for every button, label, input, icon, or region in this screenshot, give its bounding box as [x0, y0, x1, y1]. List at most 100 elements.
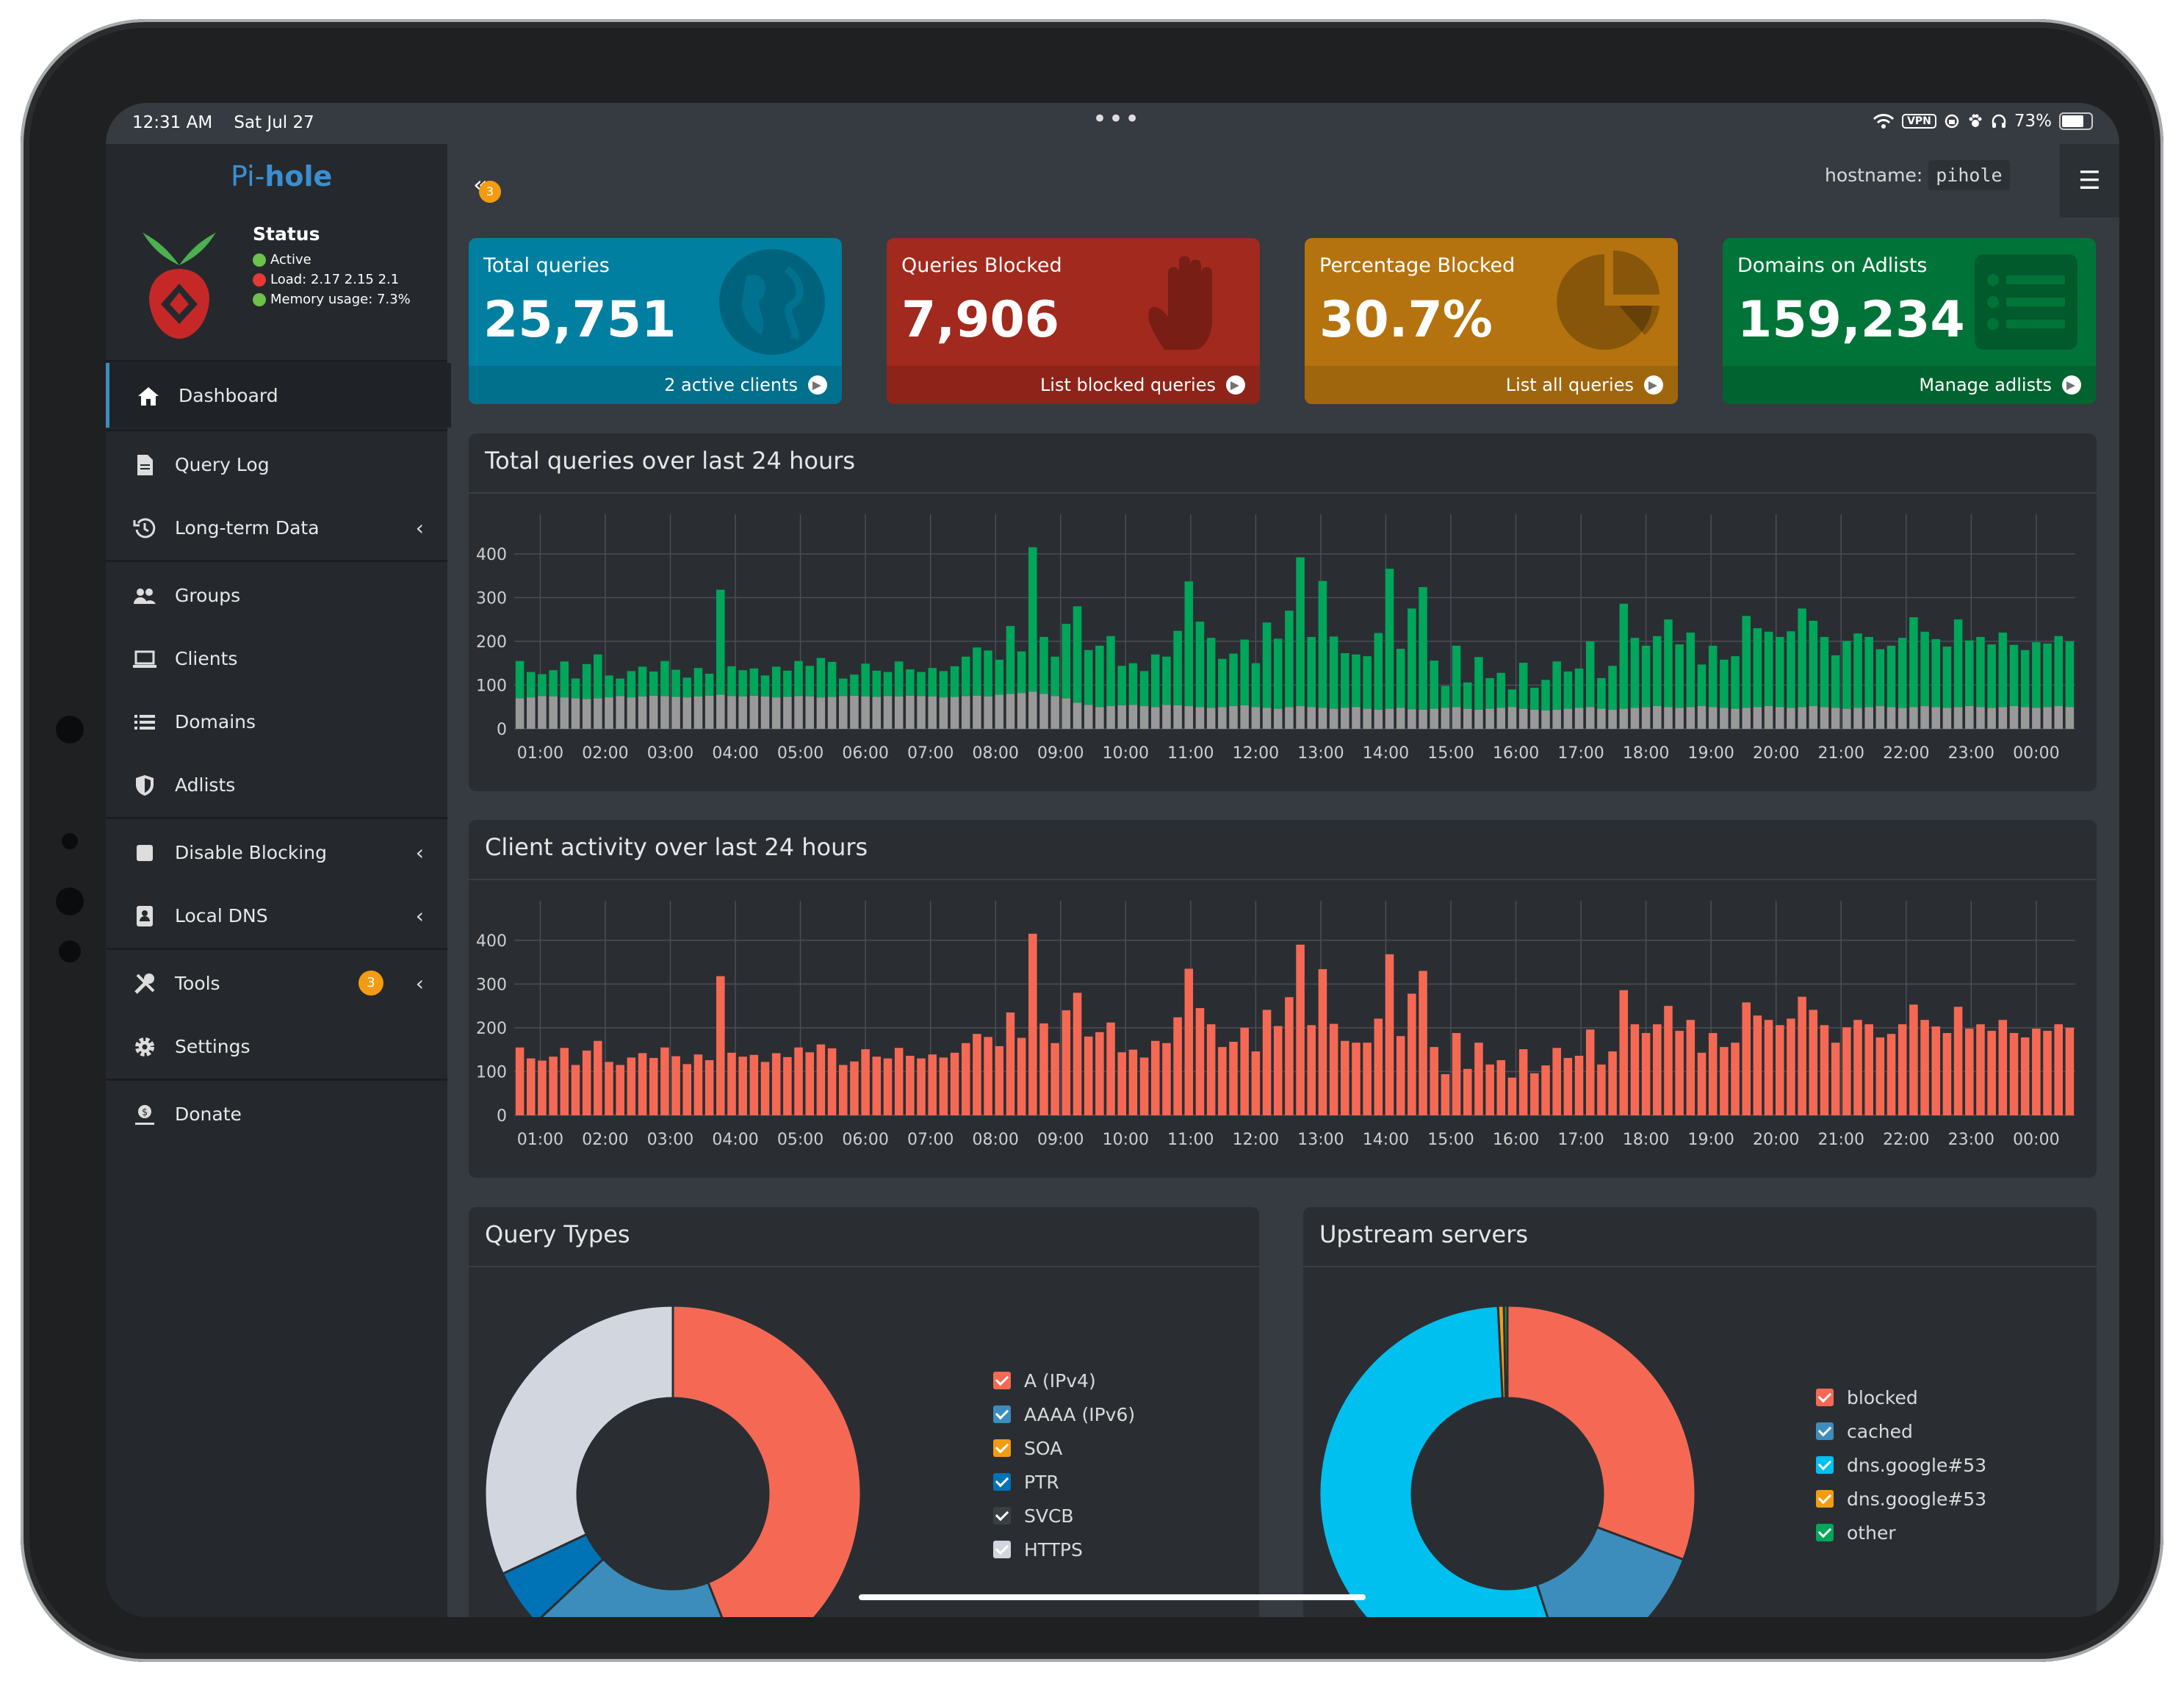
- legend-checkbox[interactable]: [1816, 1389, 1834, 1406]
- chart-bar: [1229, 653, 1238, 707]
- nav-disable-blocking[interactable]: Disable Blocking ‹: [106, 820, 447, 885]
- laptop-icon: [133, 650, 156, 668]
- nav-dashboard[interactable]: Dashboard: [106, 363, 451, 428]
- chart-bar: [2009, 644, 2019, 707]
- legend-item[interactable]: cached: [1816, 1414, 1986, 1448]
- chart-bar: [1518, 1049, 1528, 1115]
- list-blocked-queries-link[interactable]: List blocked queries: [887, 366, 1260, 404]
- chart-bar: [1809, 1009, 1818, 1115]
- chart-bar: [1419, 587, 1427, 710]
- chart-bar: [1653, 636, 1662, 707]
- menu-button[interactable]: ☰: [2060, 144, 2119, 217]
- chart-bar: [2054, 1024, 2063, 1115]
- chart-bar: [1251, 663, 1261, 708]
- upstream-servers-donut-chart: [1318, 1304, 1697, 1617]
- legend-item[interactable]: dns.google#53: [1816, 1448, 1986, 1482]
- nav-groups[interactable]: Groups: [106, 563, 447, 627]
- nav-long-term-data[interactable]: Long-term Data ‹: [106, 495, 447, 560]
- nav-local-dns[interactable]: Local DNS ‹: [106, 883, 447, 948]
- manage-adlists-link[interactable]: Manage adlists: [1723, 366, 2096, 404]
- legend-item[interactable]: AAAA (IPv6): [993, 1397, 1135, 1431]
- legend-checkbox[interactable]: [1816, 1456, 1834, 1474]
- legend-item[interactable]: HTTPS: [993, 1533, 1135, 1566]
- legend-checkbox[interactable]: [1816, 1490, 1834, 1508]
- chart-bar: [961, 1043, 970, 1115]
- chart-bar: [1942, 708, 1952, 729]
- chart-bar: [1218, 1047, 1227, 1115]
- chart-bar: [693, 668, 703, 696]
- panel-title: Client activity over last 24 hours: [485, 833, 868, 861]
- legend-checkbox[interactable]: [993, 1507, 1011, 1525]
- card-value: 7,906: [901, 291, 1060, 349]
- legend-item[interactable]: PTR: [993, 1465, 1135, 1499]
- chart-bar: [760, 696, 770, 729]
- chart-bar: [1385, 954, 1394, 1115]
- nav-clients[interactable]: Clients: [106, 626, 447, 691]
- legend-checkbox[interactable]: [993, 1541, 1011, 1558]
- chart-bar: [1139, 706, 1149, 729]
- list-all-queries-link[interactable]: List all queries: [1305, 366, 1678, 404]
- chart-bar: [984, 650, 992, 696]
- chart-bar: [1831, 1043, 1840, 1115]
- chart-bar: [1139, 671, 1149, 707]
- chart-bar: [1574, 1056, 1584, 1115]
- active-clients-link[interactable]: 2 active clients: [469, 366, 842, 404]
- legend-checkbox[interactable]: [993, 1405, 1011, 1423]
- multitask-dots-icon[interactable]: •••: [1092, 104, 1142, 134]
- chart-bar: [2065, 641, 2075, 708]
- card-title: Queries Blocked: [901, 254, 1062, 277]
- chart-bar: [1753, 1015, 1762, 1115]
- legend-label: SOA: [1024, 1437, 1063, 1459]
- nav-label: Long-term Data: [175, 516, 320, 539]
- legend-checkbox[interactable]: [993, 1473, 1011, 1491]
- legend-item[interactable]: blocked: [1816, 1381, 1986, 1414]
- x-tick-label: 03:00: [647, 744, 693, 763]
- sidebar-toggle-button[interactable]: « 3: [473, 170, 501, 203]
- legend-item[interactable]: dns.google#53: [1816, 1482, 1986, 1516]
- chart-bar: [1039, 636, 1048, 694]
- pie-slice: [1502, 1304, 1509, 1400]
- legend-checkbox[interactable]: [1816, 1524, 1834, 1541]
- legend-label: dns.google#53: [1847, 1488, 1987, 1510]
- legend-item[interactable]: A (IPv4): [993, 1364, 1135, 1397]
- chart-bar: [1731, 656, 1740, 709]
- chart-bar: [660, 696, 669, 729]
- legend-item[interactable]: SVCB: [993, 1499, 1135, 1533]
- nav-query-log[interactable]: Query Log: [106, 432, 447, 497]
- chart-bar: [1430, 660, 1438, 709]
- chart-bar: [1742, 1002, 1751, 1115]
- panel-header-divider: [469, 492, 2097, 494]
- chart-bar: [1341, 652, 1349, 708]
- chart-bar: [1574, 668, 1584, 708]
- legend-label: HTTPS: [1024, 1538, 1083, 1561]
- legend-checkbox[interactable]: [1816, 1422, 1834, 1440]
- legend-checkbox[interactable]: [993, 1439, 1011, 1457]
- chart-bar: [783, 670, 792, 697]
- pihole-logo-text[interactable]: Pi-hole: [231, 160, 332, 192]
- status-memory: Memory usage: 7.3%: [270, 292, 411, 307]
- legend-item[interactable]: other: [1816, 1516, 1986, 1549]
- x-tick-label: 13:00: [1297, 1131, 1344, 1149]
- chart-bar: [527, 672, 536, 698]
- chart-bar: [1240, 639, 1249, 705]
- home-indicator[interactable]: [859, 1594, 1366, 1600]
- panel-header-divider: [1303, 1266, 2097, 1267]
- nav-donate[interactable]: $ Donate: [106, 1081, 447, 1146]
- chart-bar: [1441, 1074, 1450, 1115]
- chart-bar: [917, 696, 926, 729]
- chart-bar: [1552, 709, 1561, 729]
- nav-adlists[interactable]: Adlists: [106, 752, 447, 817]
- chart-bar: [771, 666, 781, 698]
- nav-settings[interactable]: Settings: [106, 1014, 447, 1079]
- legend-label: dns.google#53: [1847, 1454, 1987, 1476]
- nav-tools[interactable]: Tools 3 ‹: [106, 951, 447, 1015]
- legend-item[interactable]: SOA: [993, 1431, 1135, 1465]
- chart-bar: [1742, 616, 1751, 708]
- card-title: Domains on Adlists: [1737, 254, 1928, 277]
- wifi-icon: [1873, 114, 1895, 129]
- chart-bar: [693, 696, 703, 729]
- legend-checkbox[interactable]: [993, 1372, 1011, 1389]
- globe-icon: [719, 249, 825, 355]
- chart-bar: [1842, 1027, 1851, 1115]
- nav-domains[interactable]: Domains: [106, 689, 447, 754]
